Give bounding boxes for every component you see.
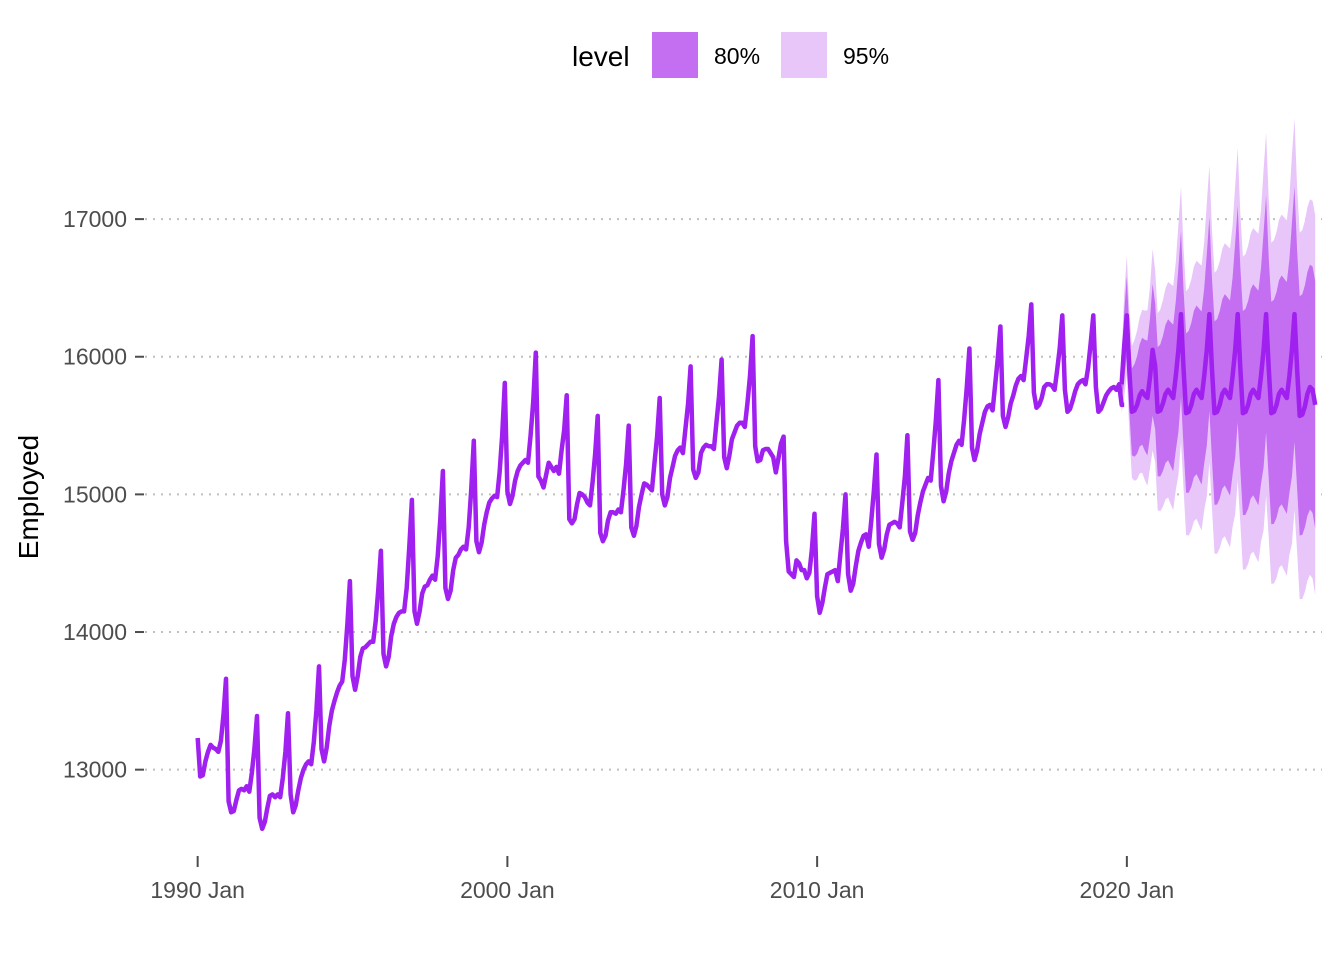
series-lines (195, 302, 1318, 832)
y-axis-title: Employed (13, 435, 44, 560)
y-tick-label: 15000 (63, 481, 127, 507)
forecast-line (1119, 311, 1318, 419)
legend: level 80% 95% (572, 32, 889, 78)
band-80 (1121, 186, 1316, 536)
y-axis: 13000 14000 15000 16000 17000 (63, 206, 144, 783)
legend-swatch-80 (652, 32, 698, 78)
legend-label-95: 95% (843, 43, 889, 69)
x-tick-label: 1990 Jan (150, 877, 245, 903)
x-axis: 1990 Jan 2000 Jan 2010 Jan 2020 Jan (150, 856, 1174, 903)
y-tick-label: 14000 (63, 619, 127, 645)
legend-title: level (572, 41, 630, 72)
x-tick-label: 2020 Jan (1080, 877, 1175, 903)
x-tick-label: 2000 Jan (460, 877, 555, 903)
observed-line (195, 302, 1125, 832)
prediction-intervals (1121, 118, 1316, 600)
legend-swatch-95 (781, 32, 827, 78)
y-tick-label: 16000 (63, 344, 127, 370)
y-tick-label: 13000 (63, 757, 127, 783)
legend-label-80: 80% (714, 43, 760, 69)
x-tick-label: 2010 Jan (770, 877, 865, 903)
y-tick-label: 17000 (63, 206, 127, 232)
